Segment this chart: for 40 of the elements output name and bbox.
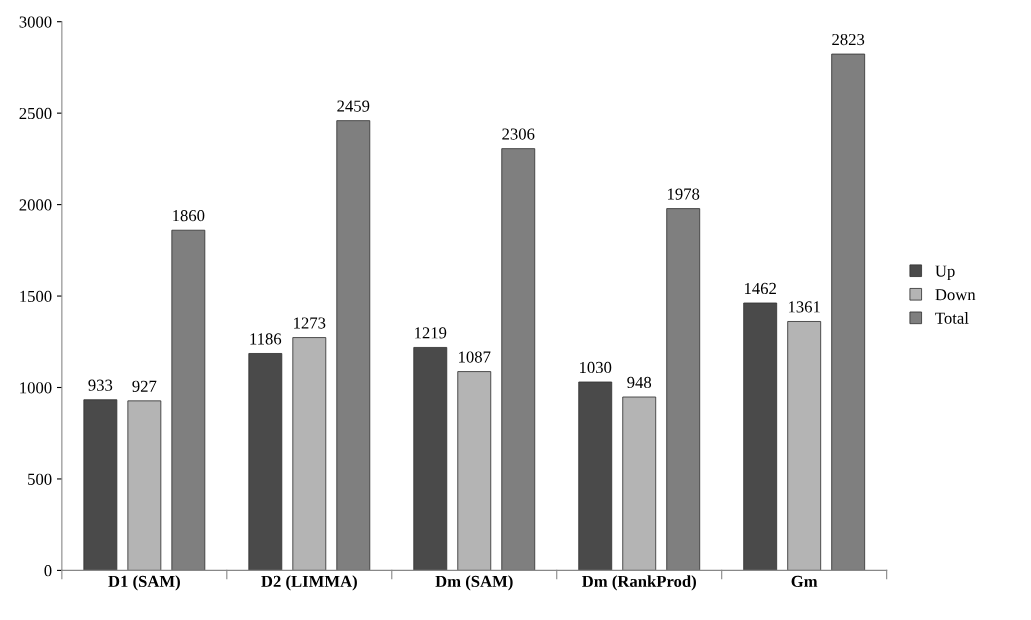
data-label: 2459 (337, 100, 370, 112)
y-tick-label: 1500 (20, 290, 52, 302)
data-label: 1273 (294, 317, 326, 329)
y-tick-label: 2500 (19, 107, 52, 120)
y-tick-label: 2000 (19, 199, 52, 211)
data-label: 1087 (459, 351, 491, 363)
data-label: 2823 (832, 33, 865, 46)
bar (578, 381, 613, 571)
bar (457, 371, 492, 571)
data-label: 2306 (502, 128, 535, 140)
data-label: 1186 (250, 333, 282, 345)
data-label: 927 (132, 380, 157, 392)
bar (83, 399, 118, 571)
legend-label: Up (935, 265, 955, 281)
data-label: 1860 (173, 210, 205, 222)
y-tick-label: 500 (28, 473, 52, 485)
data-label: 948 (627, 376, 652, 389)
y-tick-label: 0 (44, 565, 52, 577)
bar (622, 396, 657, 571)
x-tick-label: D1 (SAM) (108, 575, 180, 591)
bar (743, 302, 778, 571)
x-tick-label: D2 (LIMMA) (261, 575, 357, 591)
bar (413, 347, 448, 571)
data-label: 1462 (744, 282, 776, 295)
bar (248, 353, 283, 571)
bar (292, 337, 327, 571)
x-tick-label: Gm (791, 575, 818, 587)
bar (787, 321, 822, 571)
bar (127, 400, 162, 571)
legend-label: Down (935, 289, 976, 301)
x-tick-label: Dm (SAM) (435, 575, 513, 591)
data-label: 1219 (415, 327, 447, 339)
data-label: 933 (88, 379, 113, 391)
y-tick-label: 3000 (19, 16, 52, 28)
y-tick-label: 1000 (20, 382, 52, 394)
data-label: 1361 (788, 301, 820, 313)
data-label: 1030 (580, 361, 612, 374)
legend-label: Total (935, 312, 969, 324)
x-tick-label: Dm (RankProd) (582, 575, 696, 591)
data-label: 1978 (668, 188, 700, 200)
